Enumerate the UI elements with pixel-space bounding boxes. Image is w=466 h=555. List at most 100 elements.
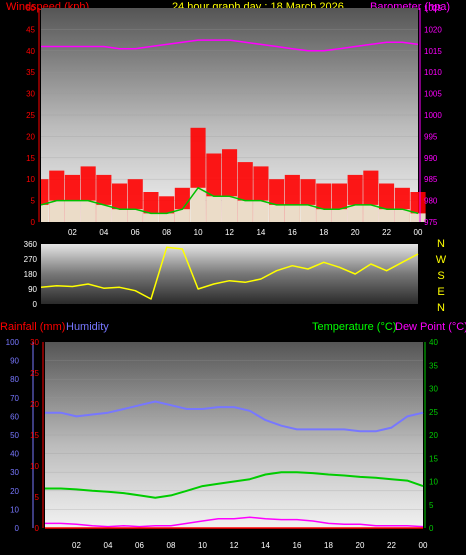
rainfall-tick-label: 5 [35, 493, 40, 502]
wind-x-tick-label: 14 [256, 228, 265, 237]
windspeed-bar [41, 204, 49, 222]
wind-x-tick-label: 16 [288, 228, 297, 237]
wind-tick-label: 40 [26, 47, 35, 56]
direction-plot-area [41, 244, 418, 304]
barometer-tick-label: 975 [424, 218, 438, 227]
barometer-tick-label: 1015 [424, 47, 442, 56]
temperature-tick-label: 10 [429, 478, 438, 487]
direction-tick-label: 270 [24, 255, 38, 264]
windspeed-bar [96, 204, 112, 222]
wind-tick-label: 10 [26, 175, 35, 184]
temperature-x-tick-label: 22 [387, 541, 396, 550]
windspeed-bar [237, 200, 253, 222]
humidity-tick-label: 90 [10, 357, 19, 366]
rainfall-tick-label: 10 [30, 462, 39, 471]
humidity-label: Humidity [66, 321, 109, 333]
wind-tick-label: 35 [26, 68, 35, 77]
temperature-x-tick-label: 10 [198, 541, 207, 550]
barometer-tick-label: 1005 [424, 90, 442, 99]
temperature-tick-label: 5 [429, 501, 434, 510]
wind-x-tick-label: 04 [99, 228, 108, 237]
temperature-x-tick-label: 12 [230, 541, 239, 550]
windspeed-bar [316, 209, 332, 222]
rainfall-tick-label: 15 [30, 431, 39, 440]
wind-tick-label: 45 [26, 25, 35, 34]
direction-line [40, 246, 419, 300]
rainfall-tick-label: 25 [30, 369, 39, 378]
direction-tick-label: 0 [33, 300, 38, 309]
humidity-tick-label: 0 [15, 524, 20, 533]
direction-tick-label: 180 [24, 270, 38, 279]
humidity-tick-label: 40 [10, 450, 19, 459]
compass-label: W [436, 254, 447, 266]
rainfall-tick-label: 0 [35, 524, 40, 533]
wind-x-tick-label: 02 [68, 228, 77, 237]
barometer-tick-label: 980 [424, 197, 438, 206]
barometer-tick-label: 1025 [424, 4, 442, 13]
temperature-x-tick-label: 04 [104, 541, 113, 550]
temperature-tick-label: 0 [429, 524, 434, 533]
windspeed-bar [269, 204, 285, 222]
wind-tick-label: 30 [26, 90, 35, 99]
humidity-tick-label: 60 [10, 412, 19, 421]
humidity-tick-label: 50 [10, 431, 19, 440]
wind-x-tick-label: 10 [194, 228, 203, 237]
barometer-tick-label: 1020 [424, 25, 442, 34]
rainfall-tick-label: 20 [30, 400, 39, 409]
humidity-tick-label: 30 [10, 468, 19, 477]
temperature-x-tick-label: 06 [135, 541, 144, 550]
barometer-tick-label: 990 [424, 154, 438, 163]
gust-bar [41, 179, 49, 222]
windspeed-bar [410, 213, 426, 222]
humidity-line [45, 400, 424, 433]
windspeed-bar [159, 213, 175, 222]
humidity-tick-label: 100 [6, 338, 20, 347]
wind-x-tick-label: 12 [225, 228, 234, 237]
dewpoint-label: Dew Point (°C) [395, 321, 466, 333]
windspeed-line [40, 187, 419, 215]
wind-tick-label: 50 [26, 4, 35, 13]
wind-x-tick-label: 22 [382, 228, 391, 237]
temperature-x-tick-label: 16 [293, 541, 302, 550]
windspeed-bar [206, 196, 222, 222]
barometer-tick-label: 995 [424, 132, 438, 141]
barometer-line [41, 39, 419, 52]
windspeed-bar [127, 209, 143, 222]
wind-tick-label: 25 [26, 111, 35, 120]
temperature-x-tick-label: 00 [419, 541, 428, 550]
windspeed-bar [143, 213, 159, 222]
windspeed-bar [49, 200, 65, 222]
temperature-tick-label: 35 [429, 361, 438, 370]
wind-tick-label: 5 [31, 197, 36, 206]
windspeed-bar [80, 200, 96, 222]
humidity-tick-label: 20 [10, 487, 19, 496]
windspeed-bar [112, 209, 128, 222]
wind-tick-label: 0 [31, 218, 36, 227]
windspeed-bar [394, 209, 410, 222]
temperature-x-tick-label: 18 [324, 541, 333, 550]
barometer-tick-label: 1010 [424, 68, 442, 77]
wind-tick-label: 15 [26, 154, 35, 163]
temperature-label: Temperature (°C) [312, 321, 397, 333]
windspeed-bar [190, 187, 206, 222]
temperature-tick-label: 30 [429, 385, 438, 394]
direction-tick-label: 360 [24, 240, 38, 249]
windspeed-bar [363, 204, 379, 222]
temperature-tick-label: 25 [429, 408, 438, 417]
humidity-tick-label: 80 [10, 375, 19, 384]
temperature-tick-label: 40 [429, 338, 438, 347]
windspeed-bar [379, 209, 395, 222]
windspeed-bar [347, 204, 363, 222]
humidity-tick-label: 10 [10, 505, 19, 514]
windspeed-bar [253, 200, 269, 222]
wind-tick-label: 20 [26, 132, 35, 141]
wind-x-tick-label: 08 [162, 228, 171, 237]
wind-x-tick-label: 18 [319, 228, 328, 237]
windspeed-bar [331, 209, 347, 222]
wind-x-tick-label: 00 [414, 228, 423, 237]
temperature-tick-label: 20 [429, 431, 438, 440]
barometer-tick-label: 1000 [424, 111, 442, 120]
compass-label: N [437, 238, 445, 250]
compass-label: S [437, 270, 444, 282]
